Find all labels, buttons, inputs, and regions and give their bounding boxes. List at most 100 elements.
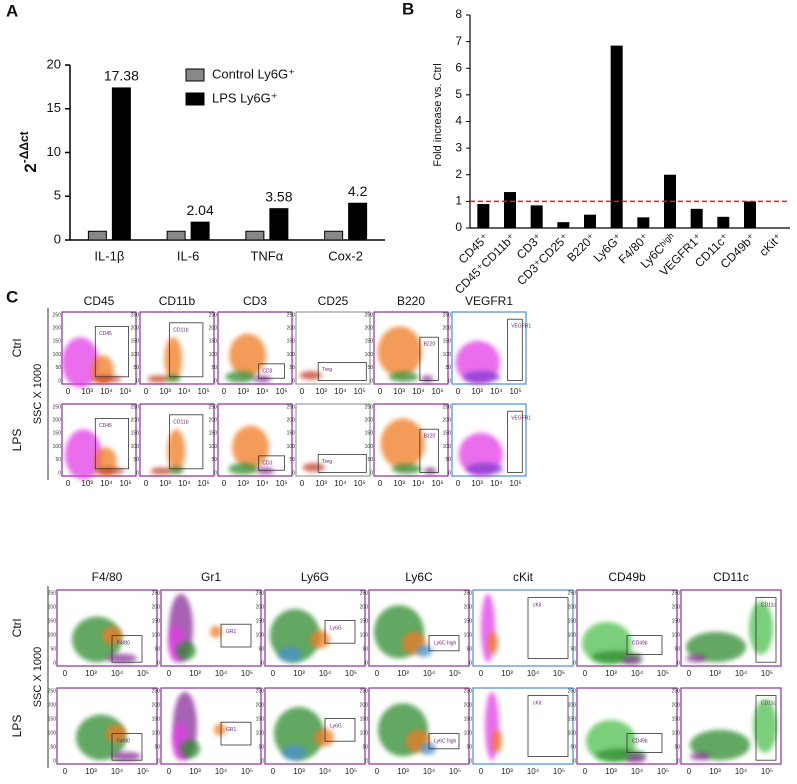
y-tick-label: 200 [131, 326, 140, 332]
y-tick-label: 150 [209, 431, 218, 437]
flow-plot: F4/80 250 200 150 100 50 0 0 10³ 10⁴ 10⁵ [48, 589, 158, 678]
y-tick-label: 250 [464, 590, 473, 596]
event-cloud [256, 467, 275, 475]
x-tick-label: 0 [167, 767, 172, 776]
x-tick-label: cKit⁺ [757, 230, 786, 259]
plot-title: CD45 [84, 294, 115, 308]
x-tick-label: 10⁴ [735, 669, 748, 678]
x-tick-label: 10³ [605, 767, 617, 776]
x-tick-label: 0 [300, 387, 305, 396]
x-tick-label: 10³ [471, 479, 483, 488]
gate [507, 318, 523, 381]
event-cloud [111, 751, 141, 761]
value-label: 4.2 [348, 183, 368, 199]
y-tick-label: 100 [568, 632, 577, 638]
event-cloud [749, 601, 773, 655]
y-label-base: 2 [21, 163, 40, 172]
x-tick-label: 10⁴ [215, 669, 228, 678]
gate [527, 695, 569, 757]
gate [755, 597, 777, 663]
y-tick-label: 0 [573, 758, 576, 764]
x-tick-label: 10⁵ [137, 767, 149, 776]
bar [477, 204, 490, 228]
y-tick-label: 100 [568, 730, 577, 736]
y-tick-label: 0 [455, 220, 462, 234]
event-cloud [690, 752, 710, 761]
y-tick-label: 200 [48, 604, 57, 610]
y-tick-label: 100 [443, 352, 452, 358]
y-tick-label: 50 [50, 646, 56, 652]
y-tick-label: 0 [157, 758, 160, 764]
event-cloud [686, 631, 746, 663]
event-cloud [180, 739, 200, 758]
x-tick-label: 10³ [397, 669, 409, 678]
y-tick-label: 100 [360, 730, 369, 736]
gate [220, 721, 252, 746]
gate-label: CD3 [262, 368, 272, 374]
x-tick-label: 10⁴ [178, 387, 191, 396]
event-cloud [147, 375, 170, 383]
y-tick-label: 0 [448, 470, 451, 476]
y-tick-label: 150 [365, 431, 374, 437]
x-tick-label: 10⁵ [510, 479, 522, 488]
y-axis-label: 2-ΔΔct [17, 131, 40, 172]
y-tick-label: 250 [287, 404, 296, 410]
y-tick-label: 50 [367, 457, 373, 463]
x-tick-label: 0 [456, 479, 461, 488]
y-tick-label: 200 [568, 702, 577, 708]
gate [507, 410, 523, 473]
y-tick-label: 50 [211, 365, 217, 371]
y-tick-label: 100 [53, 444, 62, 450]
gate-label: F4/80 [117, 739, 130, 745]
y-tick-label: 0 [58, 378, 61, 384]
legend-swatch [185, 68, 205, 82]
gate [626, 635, 663, 655]
bar [717, 216, 730, 228]
gate-label: CD11c [761, 603, 776, 609]
y-tick-label: 250 [152, 590, 161, 596]
gate [419, 428, 439, 473]
x-tick-label: 10⁵ [276, 479, 288, 488]
y-tick-label: 150 [568, 716, 577, 722]
y-tick-label: 8 [455, 7, 462, 21]
y-tick-label: 0 [136, 378, 139, 384]
bar [504, 192, 516, 228]
event-cloud [167, 429, 186, 473]
gate [324, 620, 356, 644]
y-tick-label: 150 [365, 339, 374, 345]
y-tick-label: 15 [47, 100, 61, 115]
y-tick-label: 50 [289, 457, 295, 463]
event-cloud [150, 467, 173, 475]
y-tick-label: 50 [570, 744, 576, 750]
y-tick-label: 0 [365, 660, 368, 666]
x-tick-label: 10³ [501, 767, 513, 776]
x-tick-label: 10⁴ [631, 669, 644, 678]
y-tick-label: 50 [466, 744, 472, 750]
y-tick-label: 0 [136, 470, 139, 476]
y-tick-label: 0 [292, 378, 295, 384]
x-tick-label: 10³ [471, 387, 483, 396]
y-tick-label: 250 [287, 312, 296, 318]
gate-label: VEGFR1 [511, 324, 531, 330]
flow-plot: VEGFR1 250 200 150 100 50 00 10³ 10⁴ 10⁵ [443, 403, 531, 488]
bar [166, 230, 186, 241]
gate [169, 322, 204, 378]
y-tick-label: 2 [455, 167, 462, 181]
y-tick-label: 50 [154, 744, 160, 750]
legend-label: LPS Ly6G⁺ [212, 90, 278, 105]
y-tick-label: 200 [209, 418, 218, 424]
legend-label: Control Ly6G⁺ [212, 66, 295, 81]
y-tick-label: 200 [360, 702, 369, 708]
x-tick-label: 10⁵ [761, 669, 773, 678]
y-tick-label: 50 [258, 646, 264, 652]
y-tick-label: 100 [152, 730, 161, 736]
x-tick-label: 10⁵ [432, 479, 444, 488]
y-tick-label: 20 [47, 56, 61, 71]
x-tick-label: 10⁵ [120, 387, 132, 396]
y-tick-label: 50 [133, 457, 139, 463]
x-tick-label: 10³ [315, 387, 327, 396]
y-tick-label: 50 [367, 365, 373, 371]
